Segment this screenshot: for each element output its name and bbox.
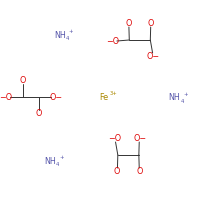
Text: NH: NH [54,30,66,40]
Text: 3+: 3+ [110,91,117,96]
Text: −O: −O [0,92,13,102]
Text: O: O [136,167,143,176]
Text: 4: 4 [66,36,69,41]
Text: −O: −O [106,36,119,46]
Text: O: O [125,19,132,28]
Text: 4: 4 [180,99,184,104]
Text: O−: O− [133,134,146,143]
Text: +: + [59,155,64,160]
Text: +: + [69,29,73,34]
Text: O−: O− [49,92,62,102]
Text: NH: NH [44,156,56,166]
Text: +: + [184,92,188,97]
Text: 4: 4 [56,162,59,167]
Text: O: O [36,109,42,118]
Text: NH: NH [168,94,180,102]
Text: O: O [114,167,120,176]
Text: O: O [20,76,26,85]
Text: Fe: Fe [100,92,109,102]
Text: O−: O− [146,52,160,61]
Text: −O: −O [108,134,121,143]
Text: O: O [148,19,154,28]
